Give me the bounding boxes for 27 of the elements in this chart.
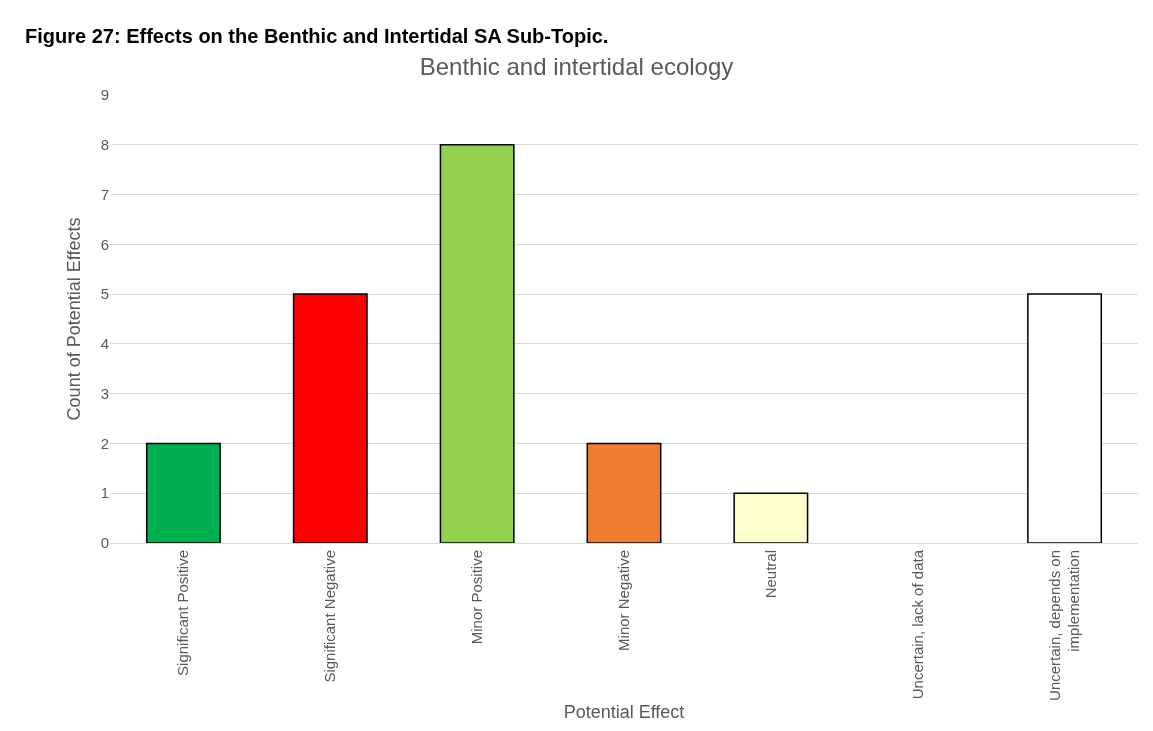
chart-title: Benthic and intertidal ecology [419, 52, 734, 80]
y-axis-title: Count of Potential Effects [63, 217, 84, 421]
y-tick-label: 9 [100, 86, 109, 104]
x-axis-title: Potential Effect [563, 702, 685, 723]
bar [145, 442, 221, 543]
bar [439, 144, 515, 543]
x-tick-label: Uncertain, depends on implementation [1045, 550, 1083, 701]
x-tick-label: Neutral [761, 550, 779, 599]
bar [1027, 293, 1103, 543]
y-tick-label: 4 [100, 335, 109, 353]
y-tick-label: 8 [100, 136, 109, 154]
y-tick-label: 0 [100, 534, 109, 552]
y-tick-label: 5 [100, 285, 109, 303]
y-tick-label: 3 [100, 384, 109, 402]
bar [733, 492, 809, 543]
y-tick-label: 7 [100, 185, 109, 203]
bar [292, 293, 368, 543]
x-tick-label: Significant Negative [321, 550, 339, 683]
y-tick-label: 6 [100, 235, 109, 253]
chart-subtitle: Figure 27: Effects on the Benthic and Intertidal SA Sub-Topic. [25, 25, 609, 47]
y-tick-label: 1 [100, 484, 109, 502]
bar [586, 442, 662, 543]
x-tick-label: Significant Positive [174, 550, 192, 676]
x-tick-label: Uncertain, lack of data [908, 549, 926, 700]
x-tick-label: Minor Negative [614, 550, 632, 651]
y-tick-label: 2 [100, 434, 109, 452]
x-tick-label: Minor Positive [468, 550, 486, 645]
